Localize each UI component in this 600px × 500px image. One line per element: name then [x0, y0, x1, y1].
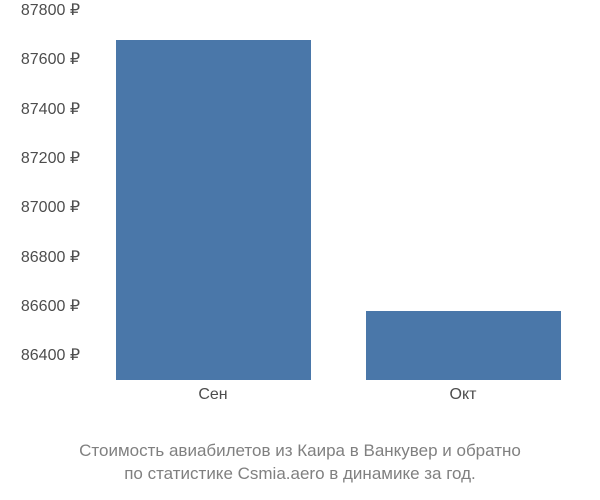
- y-tick-label: 87000 ₽: [21, 197, 80, 217]
- y-tick-label: 87400 ₽: [21, 99, 80, 119]
- bar: [366, 311, 561, 380]
- bar: [116, 40, 311, 380]
- chart-caption: Стоимость авиабилетов из Каира в Ванкуве…: [0, 440, 600, 486]
- y-tick-label: 86600 ₽: [21, 296, 80, 316]
- y-tick-label: 86400 ₽: [21, 345, 80, 365]
- plot-area: [88, 10, 588, 380]
- y-tick-label: 86800 ₽: [21, 247, 80, 267]
- x-tick-label: Сен: [198, 386, 227, 404]
- x-axis: Сен Окт: [88, 386, 588, 416]
- caption-line-2: по статистике Csmia.aero в динамике за г…: [124, 464, 476, 483]
- x-tick-label: Окт: [450, 386, 477, 404]
- caption-line-1: Стоимость авиабилетов из Каира в Ванкуве…: [79, 441, 521, 460]
- price-bar-chart: 87800 ₽ 87600 ₽ 87400 ₽ 87200 ₽ 87000 ₽ 86800…: [0, 0, 600, 430]
- y-tick-label: 87200 ₽: [21, 148, 80, 168]
- y-tick-label: 87600 ₽: [21, 49, 80, 69]
- y-axis: 87800 ₽ 87600 ₽ 87400 ₽ 87200 ₽ 87000 ₽ 86800…: [0, 0, 88, 400]
- y-tick-label: 87800 ₽: [21, 0, 80, 20]
